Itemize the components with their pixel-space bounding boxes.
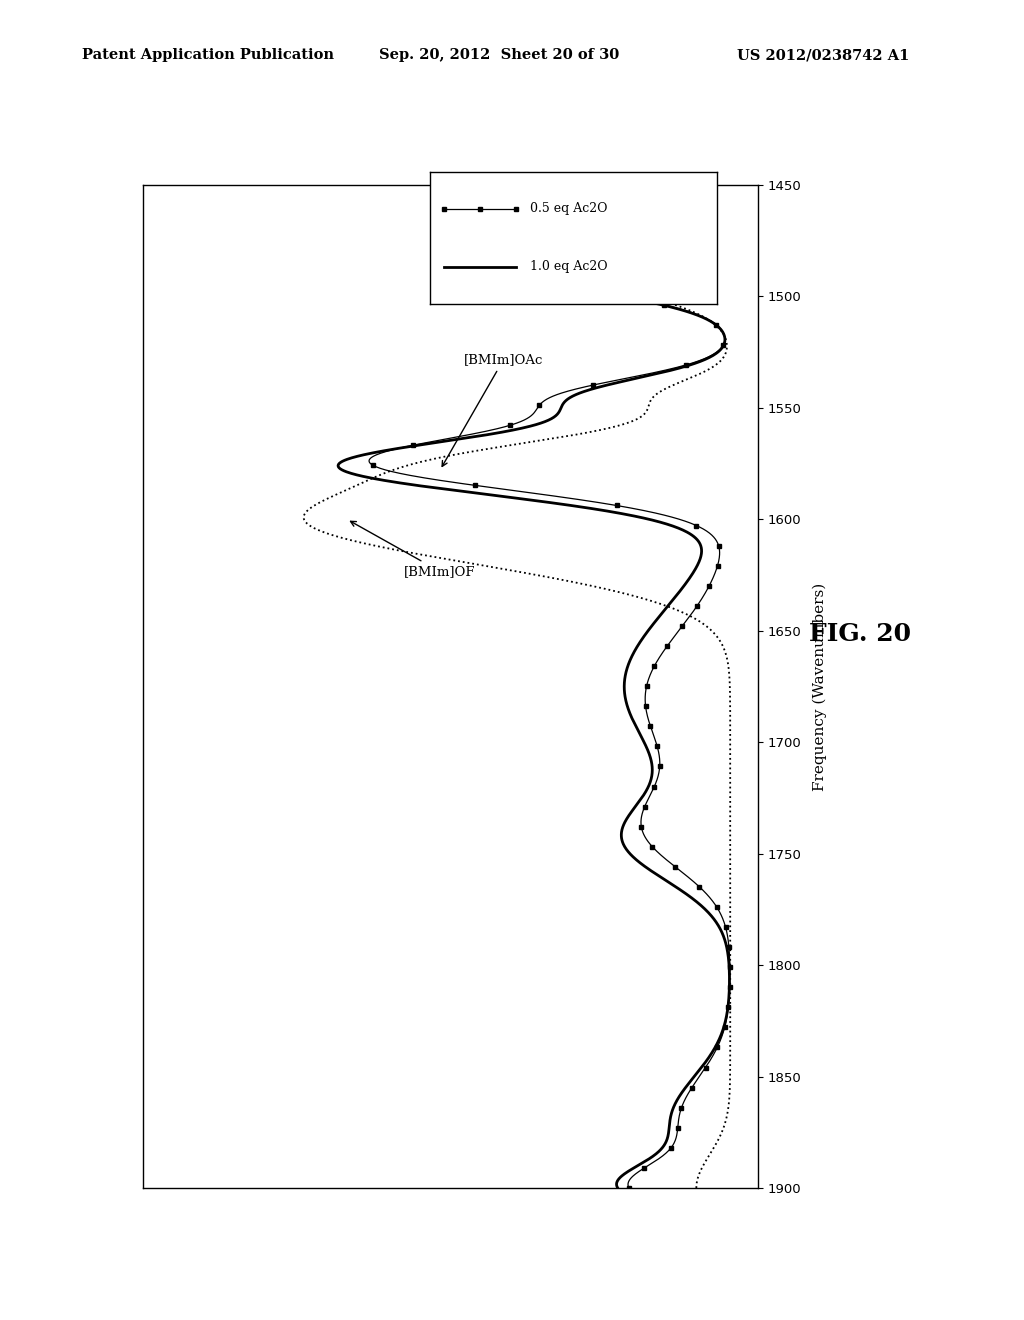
Text: 0.5 eq Ac2O: 0.5 eq Ac2O: [530, 202, 608, 215]
Y-axis label: Frequency (Wavenumbers): Frequency (Wavenumbers): [812, 582, 826, 791]
Text: FIG. 20: FIG. 20: [809, 622, 911, 645]
Text: [BMIm]OF: [BMIm]OF: [350, 521, 476, 578]
Text: [BMIm]OAc: [BMIm]OAc: [442, 354, 543, 466]
Text: Sep. 20, 2012  Sheet 20 of 30: Sep. 20, 2012 Sheet 20 of 30: [379, 49, 620, 62]
Text: US 2012/0238742 A1: US 2012/0238742 A1: [737, 49, 909, 62]
Text: 1.0 eq Ac2O: 1.0 eq Ac2O: [530, 260, 608, 273]
Text: Patent Application Publication: Patent Application Publication: [82, 49, 334, 62]
